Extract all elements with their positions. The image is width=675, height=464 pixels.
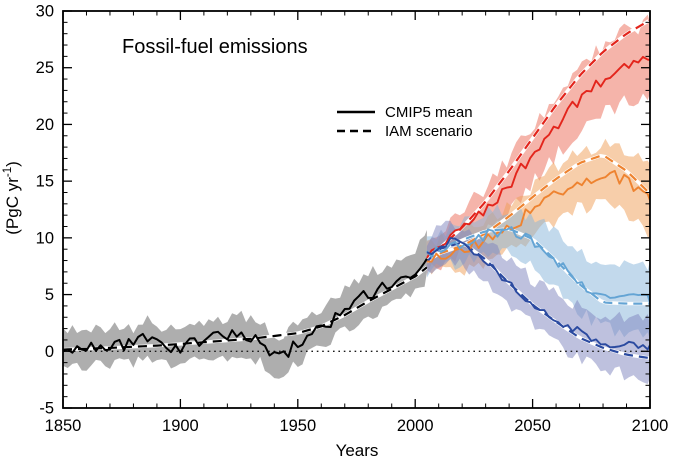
legend-label-cmip5-mean: CMIP5 mean (385, 104, 473, 121)
legend-label-iam-scenario: IAM scenario (385, 123, 473, 140)
rcp45-band (426, 204, 650, 339)
rcp85-iam-line (426, 19, 650, 263)
x-tick-label: 2100 (632, 417, 669, 435)
chart-title: Fossil-fuel emissions (122, 36, 308, 58)
uncertainty-bands (63, 14, 650, 384)
historical-band (63, 230, 427, 379)
y-tick-label: 5 (45, 286, 54, 304)
y-tick-label: 15 (36, 173, 54, 191)
x-axis-label: Years (336, 441, 379, 460)
axes-frame-and-ticks (62, 10, 651, 409)
x-tick-label: 2000 (397, 417, 434, 435)
series-lines (63, 18, 650, 360)
x-tick-label: 2050 (514, 417, 551, 435)
y-tick-label: -5 (39, 400, 54, 418)
y-tick-label: 0 (45, 343, 54, 361)
x-tick-label: 1850 (45, 417, 82, 435)
x-tick-label: 1900 (162, 417, 199, 435)
rcp60-line (426, 169, 650, 263)
y-tick-label: 20 (36, 116, 54, 134)
rcp26-line (426, 237, 650, 351)
y-tick-label: 25 (36, 59, 54, 77)
plot-frame (62, 10, 651, 409)
y-tick-label: 30 (36, 3, 54, 21)
rcp85-line (426, 55, 650, 259)
legend: CMIP5 mean IAM scenario (337, 104, 473, 140)
y-tick-label: 10 (36, 229, 54, 247)
x-tick-label: 1950 (279, 417, 316, 435)
rcp85-band (426, 14, 650, 276)
y-axis-label: (PgC yr-1) (2, 161, 22, 235)
historical-line (63, 258, 428, 358)
tick-labels: 1850 1900 1950 2000 2050 2100 -5 0 5 10 15 20 25 30 (36, 3, 669, 436)
